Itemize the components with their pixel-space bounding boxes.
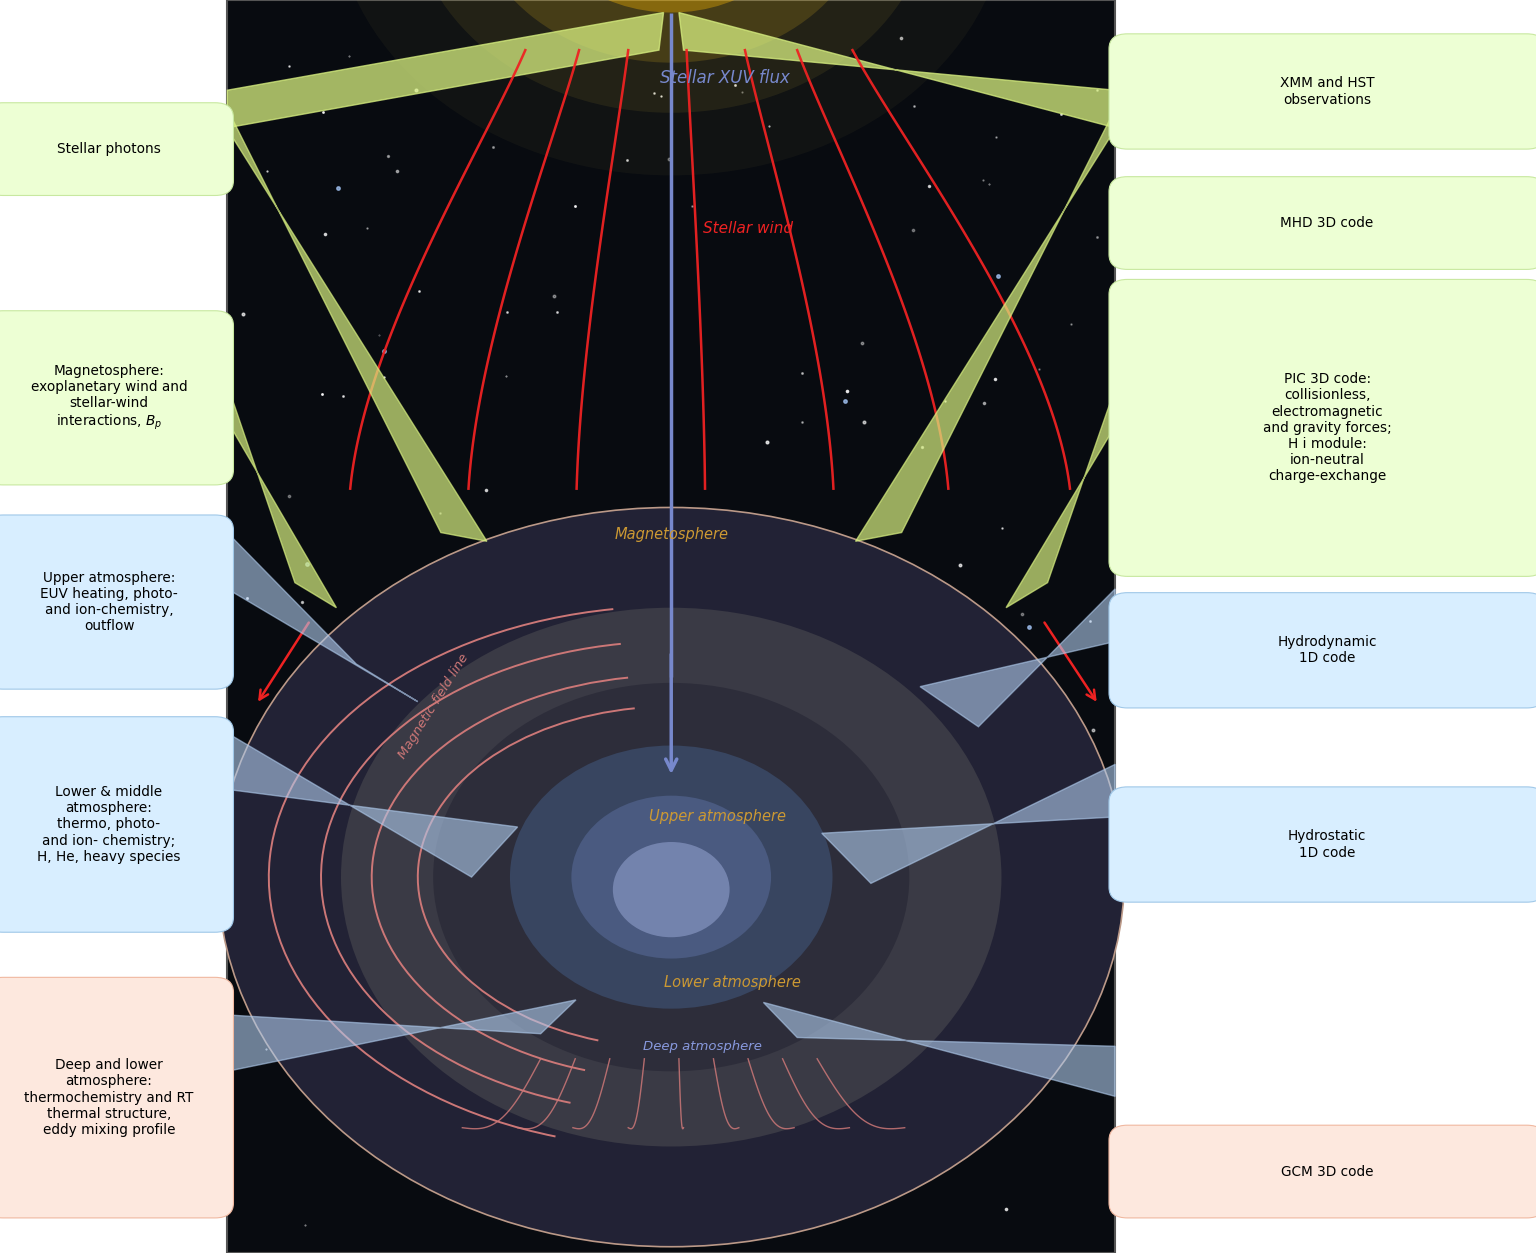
Polygon shape — [227, 533, 418, 702]
FancyBboxPatch shape — [0, 977, 233, 1218]
Text: MHD 3D code: MHD 3D code — [1281, 216, 1373, 231]
Circle shape — [341, 608, 1001, 1146]
Polygon shape — [679, 13, 1115, 128]
FancyBboxPatch shape — [1109, 34, 1536, 149]
FancyBboxPatch shape — [1109, 787, 1536, 902]
FancyBboxPatch shape — [0, 311, 233, 485]
Text: Magnetosphere: Magnetosphere — [614, 526, 728, 541]
Polygon shape — [227, 13, 664, 128]
Polygon shape — [227, 1000, 576, 1071]
FancyBboxPatch shape — [1109, 593, 1536, 708]
Polygon shape — [1006, 388, 1115, 608]
Text: Stellar photons: Stellar photons — [57, 142, 161, 157]
Polygon shape — [920, 589, 1115, 727]
Text: Upper atmosphere: Upper atmosphere — [648, 808, 786, 823]
Polygon shape — [227, 109, 487, 541]
FancyBboxPatch shape — [0, 103, 233, 195]
Circle shape — [433, 683, 909, 1071]
Circle shape — [533, 0, 809, 13]
Text: Lower atmosphere: Lower atmosphere — [664, 975, 802, 990]
Text: Deep atmosphere: Deep atmosphere — [642, 1040, 762, 1053]
Circle shape — [410, 0, 932, 113]
FancyBboxPatch shape — [0, 717, 233, 932]
FancyBboxPatch shape — [1109, 177, 1536, 269]
Text: Stellar wind: Stellar wind — [703, 221, 793, 236]
Polygon shape — [227, 733, 518, 877]
Circle shape — [218, 507, 1124, 1247]
Circle shape — [571, 796, 771, 959]
Text: Magnetosphere:
exoplanetary wind and
stellar-wind
interactions, $B_p$: Magnetosphere: exoplanetary wind and ste… — [31, 363, 187, 432]
Polygon shape — [856, 109, 1115, 541]
FancyBboxPatch shape — [1109, 1125, 1536, 1218]
Text: GCM 3D code: GCM 3D code — [1281, 1164, 1373, 1179]
Circle shape — [472, 0, 871, 63]
Text: Deep and lower
atmosphere:
thermochemistry and RT
thermal structure,
eddy mixing: Deep and lower atmosphere: thermochemist… — [25, 1059, 194, 1136]
FancyBboxPatch shape — [0, 515, 233, 689]
Text: Stellar XUV flux: Stellar XUV flux — [660, 69, 790, 86]
Polygon shape — [763, 1002, 1115, 1096]
Polygon shape — [822, 764, 1115, 883]
FancyBboxPatch shape — [1109, 279, 1536, 576]
Text: Upper atmosphere:
EUV heating, photo-
and ion-chemistry,
outflow: Upper atmosphere: EUV heating, photo- an… — [40, 571, 178, 633]
FancyBboxPatch shape — [227, 0, 1115, 1253]
Polygon shape — [227, 385, 336, 608]
Text: Hydrodynamic
1D code: Hydrodynamic 1D code — [1278, 635, 1376, 665]
Text: Magnetic field line: Magnetic field line — [396, 652, 470, 761]
Text: PIC 3D code:
collisionless,
electromagnetic
and gravity forces;
H i module:
ion-: PIC 3D code: collisionless, electromagne… — [1263, 372, 1392, 484]
Circle shape — [613, 842, 730, 937]
Text: XMM and HST
observations: XMM and HST observations — [1279, 76, 1375, 107]
Text: Hydrostatic
1D code: Hydrostatic 1D code — [1287, 829, 1367, 860]
Text: Lower & middle
atmosphere:
thermo, photo-
and ion- chemistry;
H, He, heavy speci: Lower & middle atmosphere: thermo, photo… — [37, 786, 181, 863]
Circle shape — [510, 746, 833, 1009]
